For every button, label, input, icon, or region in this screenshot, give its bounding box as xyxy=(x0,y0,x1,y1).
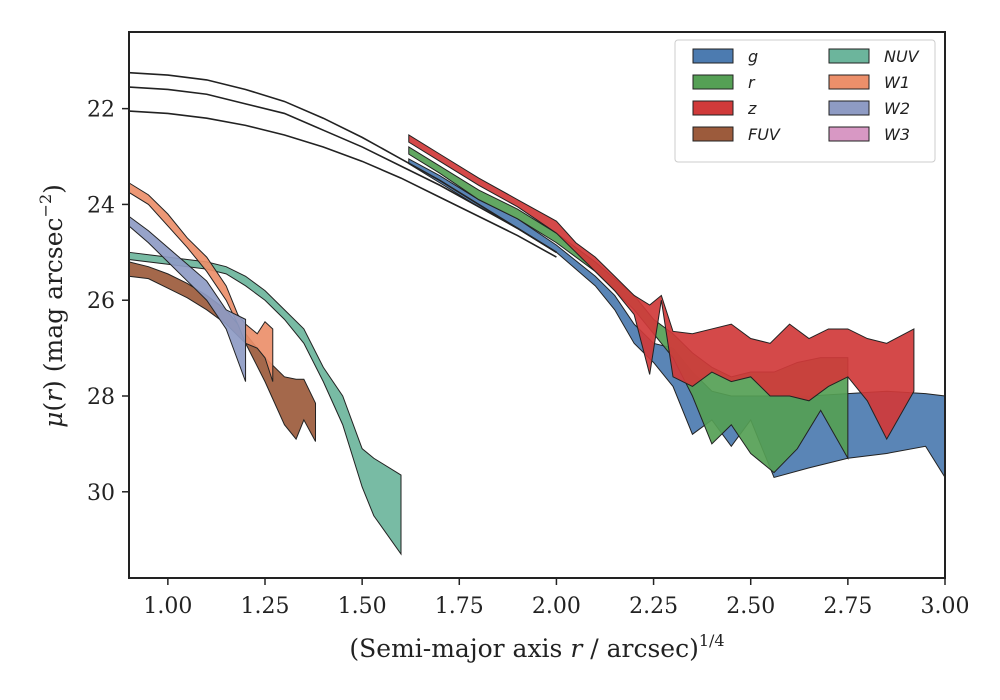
legend-label-w1: W1 xyxy=(884,73,910,92)
x-tick-label: 1.25 xyxy=(241,594,290,619)
legend-swatch-w2 xyxy=(828,100,870,116)
model-curves xyxy=(128,71,557,258)
series-band-nuv xyxy=(128,251,402,556)
legend-swatch-g xyxy=(692,48,734,64)
x-axis-title: (Semi-major axis r / arcsec)1/4 xyxy=(349,631,724,663)
legend-label-fuv: FUV xyxy=(748,125,781,144)
legend-items: grz FUV NUV W1 W2 W3 xyxy=(692,47,920,144)
y-axis-title: μ(r) (mag arcsec−2) xyxy=(36,184,68,428)
x-tick-label: 2.50 xyxy=(726,594,775,619)
model-curve-1 xyxy=(128,71,557,253)
series-band-z xyxy=(408,134,915,441)
plot-frame xyxy=(128,31,946,579)
legend-label-z: z xyxy=(747,99,757,118)
legend-label-w2: W2 xyxy=(884,99,910,118)
series-band-g xyxy=(408,158,946,480)
y-tick-label: 24 xyxy=(87,193,115,218)
legend-swatch-w1 xyxy=(828,74,870,90)
model-curve-2 xyxy=(128,86,557,253)
axes: 1.00 1.25 1.50 1.75 2.00 2.25 2.50 2.75 3.00 22 24… xyxy=(87,98,969,619)
series-band-w1 xyxy=(128,181,274,382)
legend-label-nuv: NUV xyxy=(884,47,920,66)
series-band-w2 xyxy=(128,215,247,382)
x-tick-label: 2.75 xyxy=(823,594,872,619)
x-tick-label: 3.00 xyxy=(921,594,970,619)
legend-swatch-w3 xyxy=(828,126,870,142)
y-tick-label: 30 xyxy=(87,481,115,506)
series-band-r xyxy=(408,146,849,474)
x-tick-label: 1.75 xyxy=(435,594,484,619)
y-tick-label: 26 xyxy=(87,289,115,314)
y-tick-label: 28 xyxy=(87,385,115,410)
legend-label-r: r xyxy=(748,73,756,92)
x-tick-label: 2.25 xyxy=(629,594,678,619)
legend-label-w3: W3 xyxy=(884,125,910,144)
model-curve-3 xyxy=(128,110,557,258)
x-tick-label: 2.00 xyxy=(532,594,581,619)
series-layer xyxy=(128,134,946,556)
legend: grz FUV NUV W1 W2 W3 xyxy=(674,39,936,163)
legend-frame xyxy=(674,39,936,163)
legend-swatch-fuv xyxy=(692,126,734,142)
x-tick-label: 1.00 xyxy=(143,594,192,619)
legend-swatch-z xyxy=(692,100,734,116)
legend-swatch-nuv xyxy=(828,48,870,64)
legend-label-g: g xyxy=(748,47,758,66)
y-tick-label: 22 xyxy=(87,98,115,123)
legend-swatch-r xyxy=(692,74,734,90)
x-tick-label: 1.50 xyxy=(338,594,387,619)
